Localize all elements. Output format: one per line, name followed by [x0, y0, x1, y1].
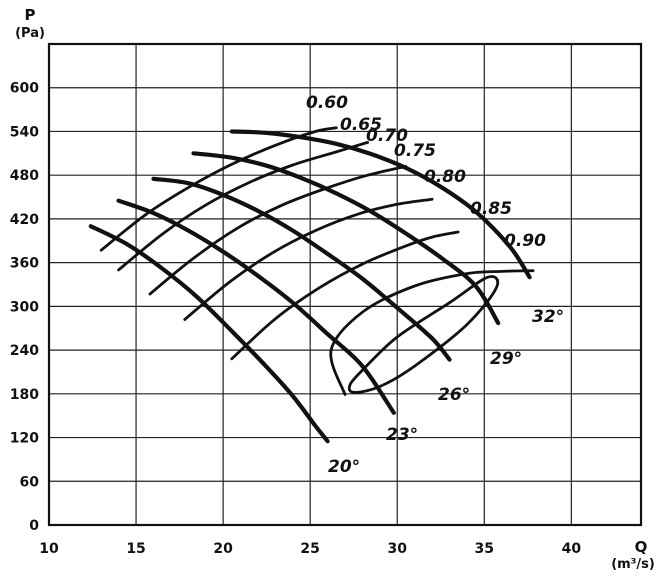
y-tick-label: 360 [10, 256, 39, 272]
plot-frame [47, 42, 643, 527]
y-tick-label: 420 [10, 212, 39, 228]
y-tick-label: 60 [20, 474, 40, 490]
curve-label-26: 26° [438, 385, 470, 405]
pressure-curve-32deg [229, 129, 532, 280]
y-tick-label: 300 [10, 299, 39, 315]
y-tick-label: 600 [10, 81, 39, 97]
y-tick-label: 240 [10, 343, 39, 359]
x-tick-label: 15 [126, 541, 145, 557]
efficiency-curve-070 [148, 165, 408, 296]
curve-label-29: 29° [490, 349, 522, 369]
y-tick-label: 540 [10, 124, 39, 140]
efficiency-label-065: 0.65 [340, 115, 382, 135]
efficiency-curve-060 [99, 126, 338, 252]
curve-label-23: 23° [386, 425, 418, 445]
x-tick-label: 40 [562, 541, 582, 557]
pressure-curve-26deg [151, 176, 452, 362]
y-tick-labels: 0 60 120 180 240 300 360 420 480 540 600 [10, 81, 39, 534]
curve-label-32: 32° [532, 307, 564, 327]
efficiency-label-090: 0.90 [504, 231, 546, 251]
efficiency-label-085: 0.85 [470, 199, 512, 219]
x-tick-label: 10 [39, 541, 59, 557]
y-axis-title: P [25, 6, 36, 24]
x-axis-title: Q [635, 538, 648, 556]
efficiency-label-060: 0.60 [306, 93, 348, 113]
efficiency-curve-075 [183, 197, 434, 321]
y-tick-label: 180 [10, 387, 39, 403]
x-axis-unit: (m³/s) [611, 557, 655, 572]
y-tick-label: 480 [10, 168, 39, 184]
x-tick-label: 20 [213, 541, 233, 557]
curve-label-20: 20° [328, 457, 360, 477]
x-tick-label: 35 [475, 541, 494, 557]
pressure-curve-29deg [191, 151, 501, 326]
efficiency-label-080: 0.80 [424, 167, 466, 187]
pressure-curve-20deg [88, 224, 330, 444]
pressure-curves [88, 129, 532, 444]
efficiency-curve-080 [230, 230, 460, 361]
efficiency-curves [99, 126, 535, 396]
x-tick-label: 25 [300, 541, 319, 557]
efficiency-curve-085 [329, 269, 535, 396]
x-tick-label: 30 [387, 541, 407, 557]
efficiency-curve-065 [117, 141, 369, 272]
efficiency-curve-090 [347, 275, 500, 394]
pressure-curve-23deg [116, 198, 396, 415]
x-tick-labels: 10 15 20 25 30 35 40 [39, 541, 581, 557]
y-tick-label: 0 [29, 518, 39, 534]
efficiency-label-070: 0.70 [366, 126, 408, 146]
y-axis-unit: (Pa) [15, 26, 45, 41]
y-tick-label: 120 [10, 431, 39, 447]
efficiency-label-075: 0.75 [394, 141, 436, 161]
